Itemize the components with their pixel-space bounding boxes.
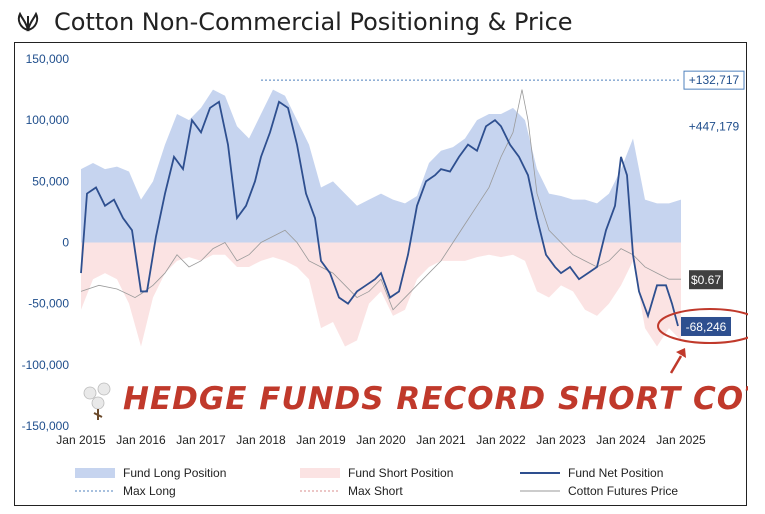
fund-net-line (80, 100, 679, 327)
price-label-box (689, 270, 723, 290)
legend-item-fund_short: Fund Short Position (300, 466, 453, 480)
legend-item-price: Cotton Futures Price (520, 484, 678, 498)
legend: Fund Long Position Fund Short Position Fun… (75, 466, 678, 498)
legend-label-fund_net: Fund Net Position (568, 466, 663, 480)
y-tick-label: 150,000 (26, 52, 70, 66)
legend-label-max_short: Max Short (348, 484, 403, 498)
net-label-box (681, 316, 731, 336)
max-short-label-text: +447,179 (689, 119, 740, 133)
fund-long-area (81, 89, 681, 243)
x-tick-label: Jan 2016 (116, 433, 166, 447)
legend-item-max_short: Max Short (300, 484, 403, 498)
y-tick-label: -100,000 (22, 358, 70, 372)
chart-svg: 150,000 100,000 50,000 0 -50,000 -100,000 -150… (22, 52, 765, 498)
annotation-layer: +132,717 +447,179 $0.67 -68,246 HEDGE FUNDS … (83, 70, 765, 420)
y-tick-label: 50,000 (32, 174, 69, 188)
highlight-arrow-head (676, 348, 686, 358)
page-title: Cotton Non-Commercial Positioning & Pric… (54, 8, 573, 36)
highlight-arrow-shaft (669, 355, 683, 374)
x-tick-label: Jan 2024 (596, 433, 646, 447)
cotton-boll (91, 396, 105, 410)
cotton-logo-icon (17, 11, 39, 32)
cotton-price-line (80, 89, 681, 311)
cotton-boll (83, 386, 97, 400)
x-tick-label: Jan 2021 (416, 433, 466, 447)
legend-swatch-fund_short (300, 468, 340, 478)
axis-layer: 150,000 100,000 50,000 0 -50,000 -100,000 -150… (22, 52, 706, 447)
legend-swatch-fund_long (75, 468, 115, 478)
y-tick-label: -150,000 (22, 419, 70, 433)
legend-item-max_long: Max Long (75, 484, 176, 498)
legend-label-price: Cotton Futures Price (568, 484, 678, 498)
headline-text: HEDGE FUNDS RECORD SHORT COTTON (123, 381, 748, 417)
legend-item-fund_long: Fund Long Position (75, 466, 226, 480)
max-long-label-box (683, 70, 745, 90)
cotton-flower-icon (83, 382, 111, 420)
x-tick-label: Jan 2017 (176, 433, 226, 447)
legend-label-max_long: Max Long (123, 484, 176, 498)
x-tick-label: Jan 2020 (356, 433, 406, 447)
net-label-text: -68,246 (686, 320, 727, 334)
legend-item-fund_net: Fund Net Position (520, 466, 663, 480)
price-label: $0.67 (689, 270, 723, 290)
chart-frame: 150,000 100,000 50,000 0 -50,000 -100,000 -150… (14, 42, 765, 506)
y-tick-label: 0 (62, 236, 69, 250)
x-tick-label: Jan 2023 (536, 433, 586, 447)
max-long-label: +132,717 (683, 70, 745, 90)
cotton-stem (93, 409, 103, 420)
x-tick-label: Jan 2022 (476, 433, 526, 447)
legend-label-fund_short: Fund Short Position (348, 466, 453, 480)
title-bar: Cotton Non-Commercial Positioning & Pric… (14, 6, 573, 38)
price-label-text: $0.67 (691, 273, 721, 287)
x-tick-label: Jan 2015 (56, 433, 106, 447)
x-tick-label: Jan 2025 (656, 433, 706, 447)
y-tick-label: -50,000 (28, 297, 69, 311)
plot-layer (80, 79, 681, 347)
cotton-boll (97, 382, 111, 396)
y-tick-label: 100,000 (26, 113, 70, 127)
x-tick-label: Jan 2018 (236, 433, 286, 447)
fund-short-area (81, 242, 681, 347)
net-label: -68,246 (681, 316, 731, 336)
legend-label-fund_long: Fund Long Position (123, 466, 226, 480)
max-long-label-text: +132,717 (689, 73, 740, 87)
x-tick-label: Jan 2019 (296, 433, 346, 447)
